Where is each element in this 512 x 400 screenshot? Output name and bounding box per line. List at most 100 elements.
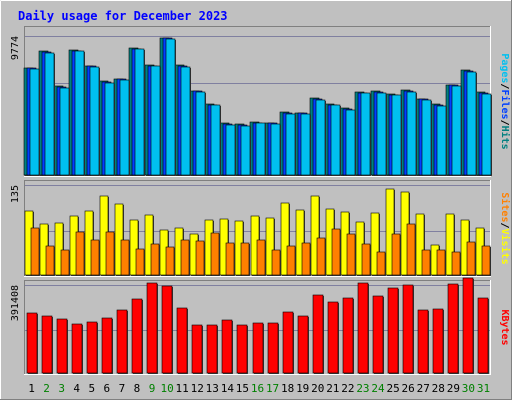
bar-pages-day-17	[270, 123, 281, 176]
bar-sites-day-23	[361, 243, 371, 276]
bar-pages-day-26	[406, 91, 417, 176]
bar-kbytes-day-14	[221, 319, 233, 374]
bar-kbytes-day-26	[402, 284, 414, 374]
bar-pages-day-5	[89, 66, 100, 176]
bar-pages-day-22	[345, 109, 356, 176]
day-label: 16	[251, 382, 264, 395]
bar-kbytes-day-23	[357, 282, 369, 374]
bar-kbytes-day-22	[342, 297, 354, 374]
bar-pages-day-3	[59, 87, 70, 176]
day-label: 4	[73, 382, 80, 395]
bar-kbytes-day-31	[477, 297, 489, 374]
chart-title: Daily usage for December 2023	[18, 9, 228, 23]
bar-kbytes-day-9	[146, 282, 158, 374]
bar-kbytes-day-19	[297, 315, 309, 374]
day-label: 3	[58, 382, 65, 395]
day-labels: 1 2 3 4 5 6 7 8 9 10 11 12 13 14 15 16 17 18 19 20 21 22 23 24 2…	[28, 382, 490, 395]
max-label: 135	[10, 185, 21, 203]
bar-pages-day-13	[210, 104, 221, 176]
bar-sites-day-27	[421, 249, 431, 276]
bar-kbytes-day-5	[86, 321, 98, 374]
bar-pages-day-7	[119, 79, 130, 176]
bar-pages-day-12	[195, 91, 206, 176]
day-label: 8	[134, 382, 141, 395]
bar-sites-day-1	[30, 227, 40, 276]
day-label: 30	[462, 382, 475, 395]
bar-pages-day-10	[165, 38, 176, 176]
day-label: 10	[160, 382, 173, 395]
day-label: 26	[402, 382, 415, 395]
day-label: 12	[191, 382, 204, 395]
series-visits	[24, 188, 485, 276]
series-kbytes	[26, 277, 489, 374]
day-label: 21	[326, 382, 339, 395]
bar-pages-day-4	[74, 50, 85, 176]
max-label: 9774	[10, 36, 21, 60]
bar-sites-day-14	[225, 242, 235, 276]
bar-sites-day-16	[256, 239, 266, 276]
bar-sites-day-12	[195, 240, 205, 276]
bar-pages-day-24	[376, 92, 387, 176]
bar-pages-day-11	[180, 66, 191, 176]
bar-pages-day-8	[134, 48, 145, 176]
bar-visits-day-19	[295, 209, 305, 276]
bar-pages-day-21	[330, 104, 341, 176]
bar-kbytes-day-6	[101, 317, 113, 374]
bar-pages-day-1	[29, 68, 40, 176]
day-label: 7	[119, 382, 126, 395]
axis-label-separator: /	[499, 83, 510, 89]
bar-kbytes-day-10	[161, 285, 173, 374]
bar-pages-day-14	[225, 124, 236, 176]
bar-pages-day-30	[466, 71, 477, 176]
bar-kbytes-day-7	[116, 309, 128, 374]
day-label: 19	[296, 382, 309, 395]
bar-kbytes-day-8	[131, 298, 143, 374]
axis-label-files: Files	[499, 89, 511, 119]
axis-label-separator: /	[499, 120, 510, 126]
bar-pages-day-27	[421, 99, 432, 176]
bar-pages-day-19	[300, 113, 311, 176]
axis-label: Pages/Files/Hits	[499, 53, 511, 149]
bar-sites-day-9	[150, 243, 160, 276]
bar-sites-day-22	[346, 233, 356, 276]
bar-visits-day-24	[370, 212, 380, 276]
bar-kbytes-day-20	[312, 294, 324, 374]
axis-label: KBytes	[499, 309, 510, 345]
bar-visits-day-20	[310, 195, 320, 276]
bar-kbytes-day-12	[191, 324, 203, 374]
bar-kbytes-day-25	[387, 287, 399, 374]
bar-pages-day-6	[104, 82, 115, 176]
day-label: 20	[311, 382, 324, 395]
bar-sites-day-8	[135, 248, 145, 276]
bar-kbytes-day-30	[462, 277, 474, 374]
bar-sites-day-13	[210, 232, 220, 276]
bar-kbytes-day-21	[327, 301, 339, 374]
max-label: 391408	[10, 285, 21, 321]
bar-sites-day-2	[45, 245, 55, 276]
bar-visits-day-29	[445, 213, 455, 276]
bar-pages-day-23	[360, 92, 371, 176]
bar-sites-day-17	[271, 249, 281, 276]
bar-pages-day-16	[255, 122, 266, 176]
bar-sites-day-26	[406, 223, 416, 276]
axis-label-hits: Hits	[499, 126, 511, 150]
day-label: 2	[43, 382, 50, 395]
bar-kbytes-day-13	[206, 324, 218, 374]
bar-pages-day-28	[436, 105, 447, 176]
bar-sites-day-30	[466, 241, 476, 276]
bar-kbytes-day-28	[432, 308, 444, 374]
axis-label: Sites/Visits	[499, 192, 511, 264]
bar-pages-day-15	[240, 125, 251, 176]
day-label: 14	[221, 382, 235, 395]
day-label: 18	[281, 382, 294, 395]
day-label: 23	[356, 382, 369, 395]
series-sites	[30, 223, 491, 276]
bar-kbytes-day-16	[252, 322, 264, 374]
day-label: 24	[371, 382, 385, 395]
bar-kbytes-day-18	[282, 311, 294, 374]
bar-pages-day-29	[451, 85, 462, 176]
axis-label-sites: Sites	[499, 192, 511, 222]
bar-sites-day-29	[451, 251, 461, 276]
bar-visits-day-18	[280, 202, 290, 276]
